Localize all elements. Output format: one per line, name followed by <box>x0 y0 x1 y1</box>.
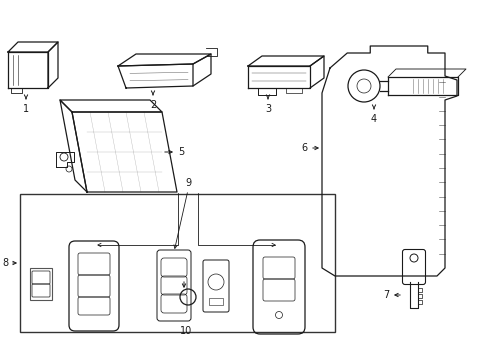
Text: 6: 6 <box>302 143 308 153</box>
Text: 1: 1 <box>23 104 29 114</box>
Bar <box>30 268 52 300</box>
Text: 10: 10 <box>180 326 192 336</box>
Text: 8: 8 <box>2 258 8 268</box>
Text: 9: 9 <box>185 178 191 188</box>
Bar <box>209 298 223 305</box>
Text: 7: 7 <box>383 290 389 300</box>
Bar <box>20 194 335 332</box>
Text: 3: 3 <box>265 104 271 114</box>
Text: 2: 2 <box>150 100 156 110</box>
Text: 4: 4 <box>371 114 377 124</box>
Text: 5: 5 <box>178 147 184 157</box>
